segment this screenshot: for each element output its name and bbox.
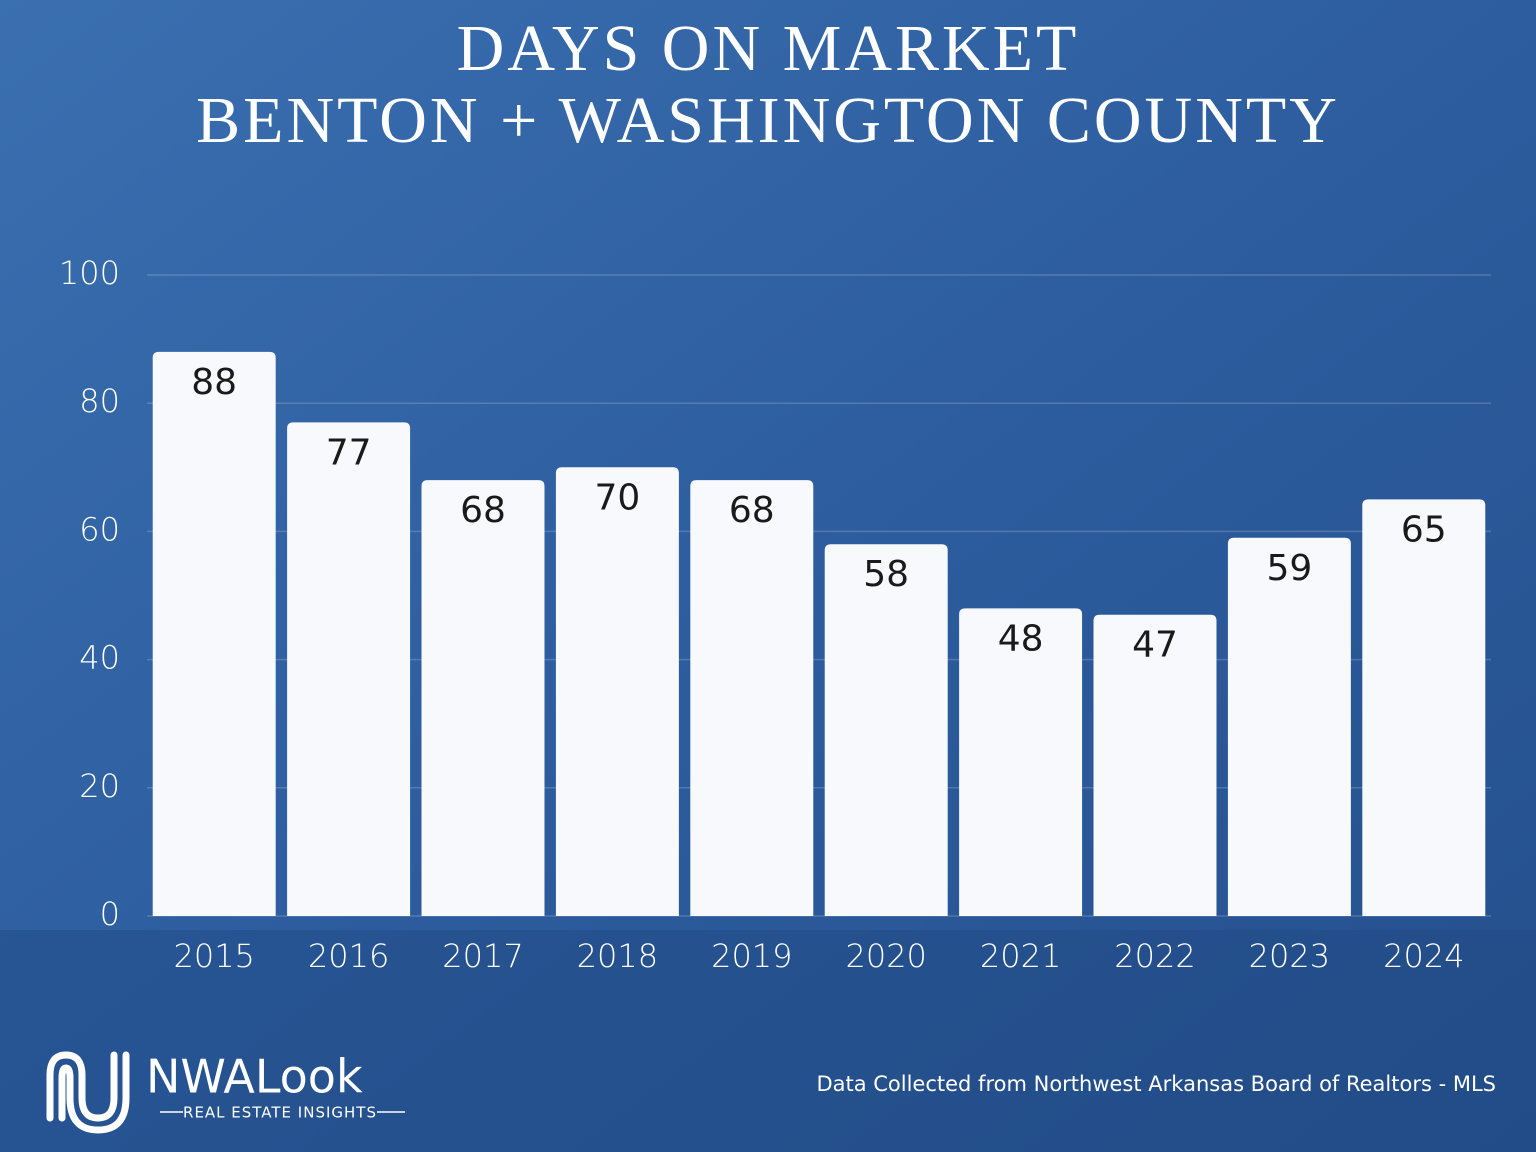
x-tick-label: 2017 <box>442 937 523 975</box>
value-label: 70 <box>594 477 640 518</box>
x-tick-label: 2022 <box>1114 937 1195 975</box>
bar <box>1093 614 1217 916</box>
bar <box>152 351 276 916</box>
bar <box>690 480 814 916</box>
logo: NWALook REAL ESTATE INSIGHTS <box>46 1050 405 1134</box>
ground-shade <box>0 930 1536 1152</box>
x-tick-label: 2019 <box>711 937 792 975</box>
logo-icon <box>46 1051 130 1134</box>
value-label: 68 <box>460 490 506 531</box>
brand-tagline: REAL ESTATE INSIGHTS <box>183 1104 377 1122</box>
y-tick-label: 40 <box>79 639 120 677</box>
x-tick-label: 2024 <box>1383 937 1464 975</box>
y-tick-label: 20 <box>79 767 120 805</box>
chart-subtitle: BENTON + WASHINGTON COUNTY <box>196 84 1340 157</box>
bar <box>1227 537 1351 916</box>
y-tick-label: 100 <box>59 254 120 292</box>
value-label: 77 <box>326 432 372 473</box>
value-label: 48 <box>998 618 1044 659</box>
source-note: Data Collected from Northwest Arkansas B… <box>816 1072 1496 1096</box>
value-label: 65 <box>1401 509 1447 550</box>
value-label: 68 <box>729 490 775 531</box>
x-tick-label: 2015 <box>173 937 254 975</box>
value-label: 47 <box>1132 625 1178 666</box>
value-label: 88 <box>191 362 237 403</box>
y-tick-label: 60 <box>79 510 120 548</box>
bar <box>421 480 545 916</box>
chart-title: DAYS ON MARKET <box>457 12 1080 85</box>
value-label: 58 <box>863 554 909 595</box>
y-tick-label: 0 <box>100 895 120 933</box>
y-tick-label: 80 <box>79 382 120 420</box>
x-tick-label: 2023 <box>1249 937 1330 975</box>
x-tick-label: 2020 <box>845 937 926 975</box>
bar <box>287 422 411 916</box>
bar <box>555 467 679 916</box>
value-label: 59 <box>1266 548 1312 589</box>
brand-name: NWALook <box>146 1050 363 1104</box>
bar <box>824 544 948 916</box>
bar <box>1362 499 1486 916</box>
x-tick-label: 2021 <box>980 937 1061 975</box>
x-tick-label: 2018 <box>577 937 658 975</box>
bar <box>959 608 1083 916</box>
x-tick-label: 2016 <box>308 937 389 975</box>
